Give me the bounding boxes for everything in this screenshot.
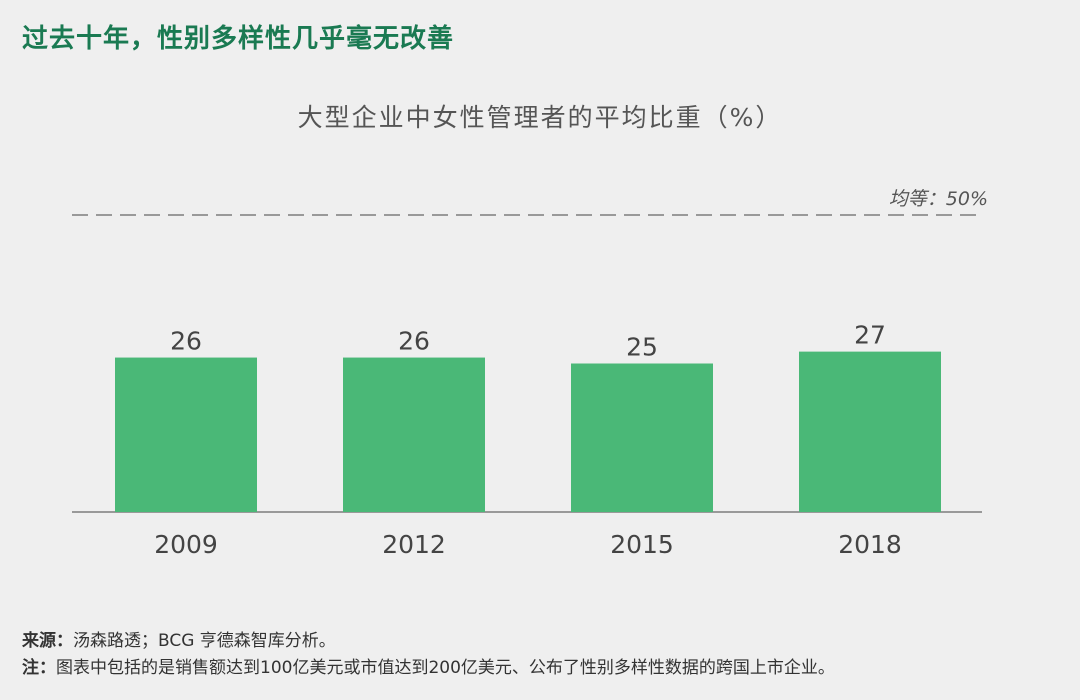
- note-label: 注：: [22, 658, 56, 678]
- note-text: 图表中包括的是销售额达到100亿美元或市值达到200亿美元、公布了性别多样性数据…: [56, 658, 835, 678]
- bar-value-label-2015: 25: [626, 333, 658, 362]
- bar-value-label-2012: 26: [398, 327, 430, 356]
- chart-title: 大型企业中女性管理者的平均比重（%）: [297, 103, 783, 132]
- x-tick-label-2015: 2015: [610, 530, 674, 559]
- bar-value-label-2018: 27: [854, 321, 886, 350]
- source-line: 来源：汤森路透；BCG 亨德森智库分析。: [22, 628, 835, 655]
- parity-reference-label: 均等：50%: [889, 188, 988, 210]
- bars-group: 26 2009 26 2012 25 2015 27 2018: [115, 321, 941, 559]
- bar-2009: [115, 357, 257, 512]
- x-tick-label-2018: 2018: [838, 530, 902, 559]
- x-tick-label-2012: 2012: [382, 530, 446, 559]
- bar-2012: [343, 357, 485, 512]
- source-text: 汤森路透；BCG 亨德森智库分析。: [73, 631, 336, 651]
- bar-chart: 均等：50% 26 2009 26 2012 25 2015 27 2018: [72, 188, 988, 559]
- bar-2018: [799, 351, 941, 512]
- source-label: 来源：: [22, 631, 73, 651]
- headline: 过去十年，性别多样性几乎毫无改善: [22, 24, 455, 54]
- x-tick-label-2009: 2009: [154, 530, 218, 559]
- bar-2015: [571, 363, 713, 512]
- note-line: 注：图表中包括的是销售额达到100亿美元或市值达到200亿美元、公布了性别多样性…: [22, 655, 835, 682]
- bar-value-label-2009: 26: [170, 327, 202, 356]
- footnotes: 来源：汤森路透；BCG 亨德森智库分析。 注：图表中包括的是销售额达到100亿美…: [22, 628, 835, 682]
